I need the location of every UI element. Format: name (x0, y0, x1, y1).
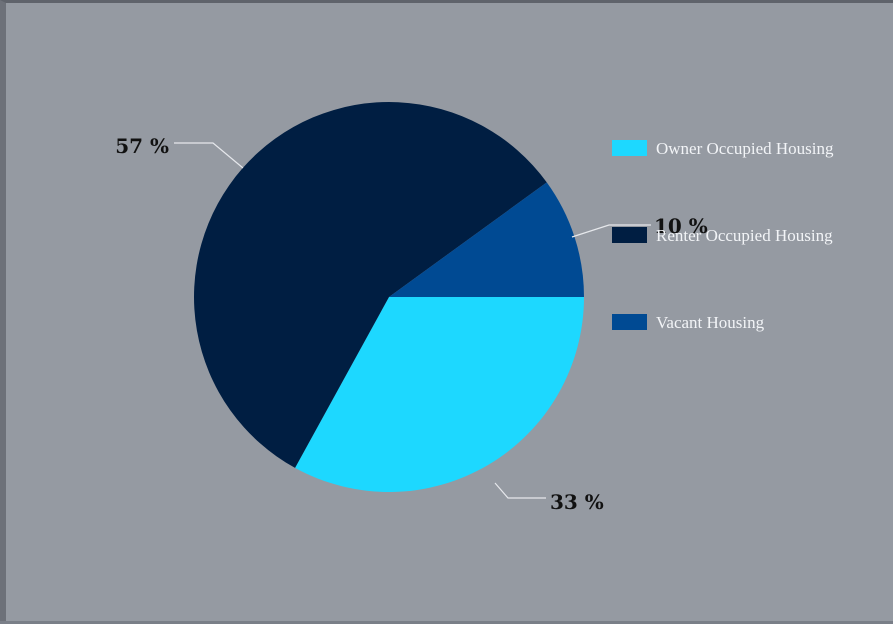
leader-lines (174, 142, 651, 499)
legend-swatch-owner-occupied-housing (612, 140, 647, 156)
legend-label-owner-occupied-housing: Owner Occupied Housing (656, 139, 834, 158)
legend: Owner Occupied Housing Renter Occupied Ho… (612, 139, 834, 332)
legend-label-vacant-housing: Vacant Housing (656, 313, 765, 332)
leader-line-vacant-housing (571, 224, 651, 238)
pie-chart: 33 % 57 % 10 % Owner Occupied Housing Rente… (115, 102, 834, 514)
value-label-vacant-housing: 10 % (654, 214, 708, 238)
legend-label-renter-occupied-housing: Renter Occupied Housing (656, 226, 833, 245)
pie-slice-renter-occupied-housing (194, 102, 547, 468)
value-labels: 33 % 57 % 10 % (115, 134, 708, 514)
pie-slice-owner-occupied-housing (295, 297, 584, 492)
value-label-owner-occupied-housing: 33 % (550, 490, 604, 514)
leader-line-owner-occupied-housing (494, 482, 546, 499)
leader-line-renter-occupied-housing (174, 142, 244, 169)
pie-slice-vacant-housing (389, 182, 584, 297)
legend-swatch-renter-occupied-housing (612, 227, 647, 243)
legend-swatch-vacant-housing (612, 314, 647, 330)
value-label-renter-occupied-housing: 57 % (115, 134, 169, 158)
pie-slices (194, 102, 584, 492)
